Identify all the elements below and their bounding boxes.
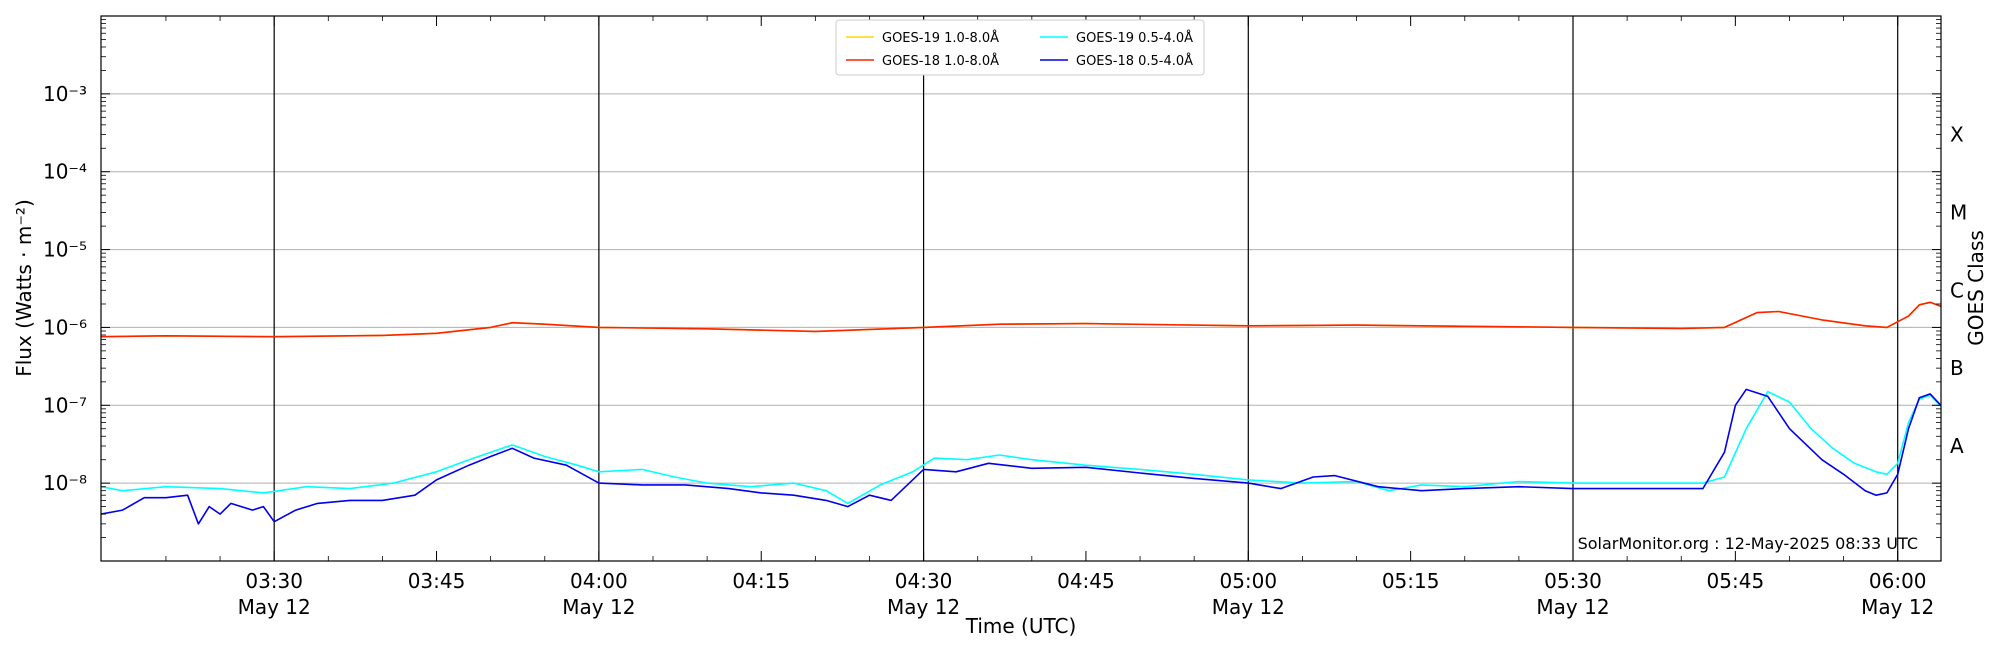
plot-frame: [100, 15, 1942, 562]
legend-label: GOES-19 1.0-8.0Å: [882, 30, 999, 46]
x-tick-label: 04:00: [570, 569, 628, 593]
series-line: [101, 301, 1941, 338]
legend-label: GOES-18 1.0-8.0Å: [882, 53, 999, 69]
x-tick-label: 05:15: [1382, 569, 1440, 593]
x-tick-date-label: May 12: [1536, 595, 1609, 619]
x-tick-date-label: May 12: [1861, 595, 1934, 619]
x-tick-date-label: May 12: [562, 595, 635, 619]
legend-box: [835, 19, 1205, 76]
y-tick-label: 10⁻⁶: [43, 315, 87, 339]
x-tick-label: 04:15: [732, 569, 790, 593]
x-tick-date-label: May 12: [1212, 595, 1285, 619]
x-tick-label: 04:45: [1057, 569, 1115, 593]
x-tick-label: 06:00: [1869, 569, 1927, 593]
legend-label: GOES-19 0.5-4.0Å: [1076, 30, 1193, 46]
y-tick-label: 10⁻³: [43, 82, 87, 106]
series-line: [101, 388, 1941, 525]
goes-class-label: C: [1950, 278, 1964, 302]
series-line: [101, 390, 1941, 505]
legend-label: GOES-18 0.5-4.0Å: [1076, 53, 1193, 69]
flux-series: [101, 301, 1941, 525]
x-tick-label: 05:30: [1544, 569, 1602, 593]
x-tick-label: 05:00: [1219, 569, 1277, 593]
goes-class-label: X: [1950, 123, 1964, 147]
x-tick-label: 05:45: [1707, 569, 1765, 593]
y-axis-title: Flux (Watts · m⁻²): [12, 199, 36, 377]
y-tick-label: 10⁻⁷: [43, 393, 87, 417]
x-tick-label: 03:30: [245, 569, 303, 593]
y-tick-label: 10⁻⁴: [43, 160, 87, 184]
x-tick-date-label: May 12: [238, 595, 311, 619]
credit-text: SolarMonitor.org : 12-May-2025 08:33 UTC: [1578, 534, 1918, 553]
x-tick-date-label: May 12: [887, 595, 960, 619]
x-tick-label: 03:45: [408, 569, 466, 593]
goes-class-label: B: [1950, 356, 1964, 380]
goes-class-label: A: [1950, 434, 1964, 458]
grid-lines: [101, 93, 1941, 484]
y-tick-label: 10⁻⁵: [43, 238, 87, 262]
goes-class-label: M: [1950, 200, 1967, 224]
y-tick-label: 10⁻⁸: [43, 471, 87, 495]
goes-class-axis-title: GOES Class: [1964, 230, 1988, 346]
legend: GOES-19 1.0-8.0Å GOES-18 1.0-8.0Å GOES-19 …: [835, 19, 1205, 76]
day-vertical-lines: [273, 16, 1899, 561]
x-axis-title: Time (UTC): [965, 614, 1077, 638]
x-tick-label: 04:30: [895, 569, 953, 593]
